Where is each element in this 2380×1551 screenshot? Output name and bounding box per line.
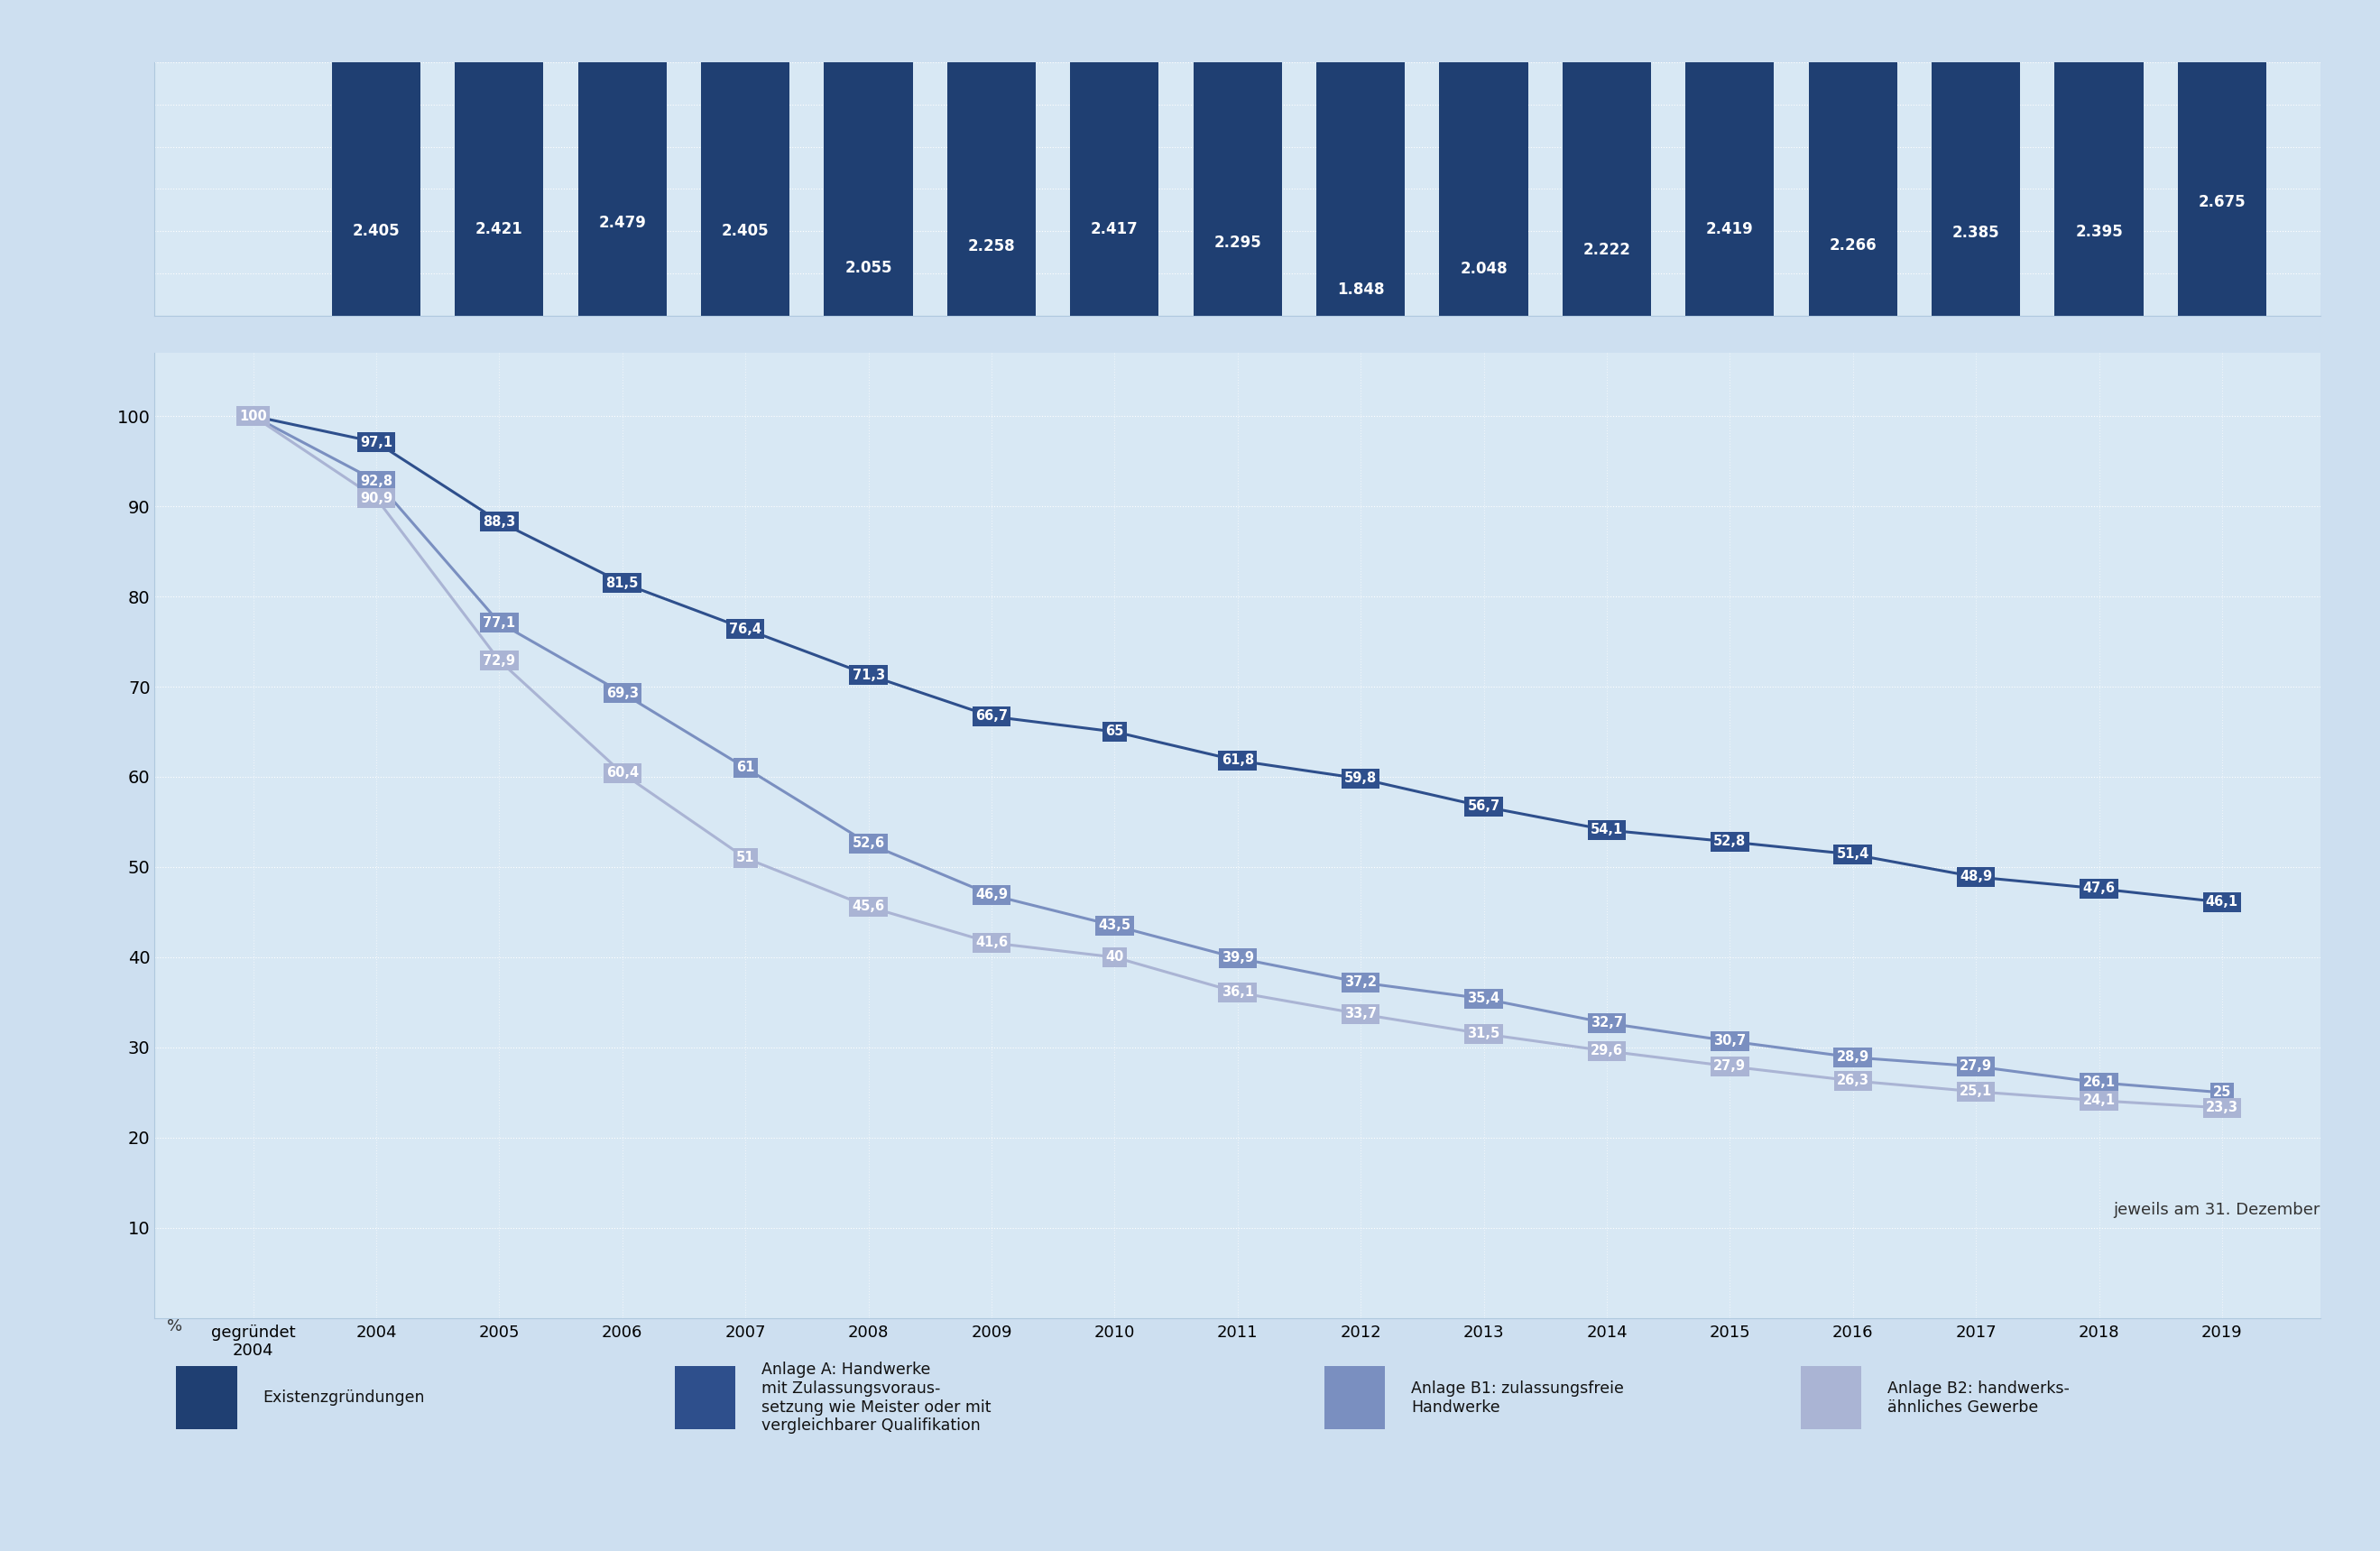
Text: 54,1: 54,1 [1590,824,1623,838]
Text: 2.258: 2.258 [969,239,1016,254]
Bar [2054,0,2144,316]
Text: 77,1: 77,1 [483,616,516,630]
Text: 90,9: 90,9 [359,492,393,506]
Text: 59,8: 59,8 [1345,772,1378,785]
Text: 52,8: 52,8 [1714,834,1747,848]
Text: 48,9: 48,9 [1959,870,1992,884]
Text: 25,1: 25,1 [1959,1084,1992,1098]
Text: 27,9: 27,9 [1714,1059,1747,1073]
FancyBboxPatch shape [176,1366,238,1428]
Bar [331,0,421,316]
Text: 36,1: 36,1 [1221,985,1254,999]
Text: 37,2: 37,2 [1345,976,1378,990]
Bar [1316,0,1404,316]
Bar [1809,0,1897,316]
Text: 46,1: 46,1 [2206,895,2237,909]
Text: 56,7: 56,7 [1468,800,1499,813]
Bar [2178,0,2266,316]
Text: 25: 25 [2213,1086,2230,1100]
Text: 31,5: 31,5 [1468,1027,1499,1041]
Text: 33,7: 33,7 [1345,1007,1378,1021]
Text: 100: 100 [240,409,267,423]
Text: 40: 40 [1104,951,1123,965]
Text: 46,9: 46,9 [976,889,1007,901]
Bar [578,0,666,316]
Text: 2.405: 2.405 [721,223,769,239]
Text: 2.675: 2.675 [2199,194,2247,211]
Text: 23,3: 23,3 [2206,1101,2237,1115]
Text: 88,3: 88,3 [483,515,516,529]
Bar [1192,0,1283,316]
Bar [455,0,543,316]
Text: 51: 51 [735,851,754,865]
Text: 92,8: 92,8 [359,475,393,487]
Text: 1.848: 1.848 [1338,282,1385,298]
Text: 2.479: 2.479 [597,216,645,231]
Text: 2.405: 2.405 [352,223,400,239]
Text: 26,1: 26,1 [2082,1076,2116,1089]
Text: 61: 61 [735,762,754,774]
Bar [1685,0,1773,316]
Text: 45,6: 45,6 [852,900,885,914]
Bar [947,0,1035,316]
Text: 28,9: 28,9 [1837,1050,1868,1064]
Text: Anlage B1: zulassungsfreie
Handwerke: Anlage B1: zulassungsfreie Handwerke [1411,1380,1623,1416]
Bar [1440,0,1528,316]
Text: 2.417: 2.417 [1090,222,1138,237]
Text: 39,9: 39,9 [1221,951,1254,965]
Text: 71,3: 71,3 [852,668,885,682]
Text: 65: 65 [1104,724,1123,738]
Text: 100: 100 [240,409,267,423]
Text: 2.222: 2.222 [1583,242,1630,259]
Text: 60,4: 60,4 [607,766,638,780]
Text: %: % [167,1318,183,1334]
FancyBboxPatch shape [1802,1366,1861,1428]
Text: 29,6: 29,6 [1590,1044,1623,1058]
Text: 24,1: 24,1 [2082,1093,2116,1107]
Text: 69,3: 69,3 [607,686,638,700]
Text: Existenzgründungen: Existenzgründungen [262,1390,426,1405]
Text: Anlage A: Handwerke
mit Zulassungsvoraus-
setzung wie Meister oder mit
vergleich: Anlage A: Handwerke mit Zulassungsvoraus… [762,1362,990,1435]
Text: 35,4: 35,4 [1468,993,1499,1005]
Text: 43,5: 43,5 [1097,918,1130,932]
Bar [702,0,790,316]
Text: 61,8: 61,8 [1221,754,1254,768]
Text: 2.055: 2.055 [845,259,892,276]
Bar [823,0,912,316]
Text: 47,6: 47,6 [2082,883,2116,895]
Text: 51,4: 51,4 [1837,848,1868,861]
Bar [1933,0,2021,316]
Text: 76,4: 76,4 [728,622,762,636]
Text: Anlage B2: handwerks-
ähnliches Gewerbe: Anlage B2: handwerks- ähnliches Gewerbe [1887,1380,2071,1416]
Text: 27,9: 27,9 [1959,1059,1992,1073]
Text: 30,7: 30,7 [1714,1035,1747,1048]
Text: 32,7: 32,7 [1590,1016,1623,1030]
Text: 66,7: 66,7 [976,710,1007,723]
Text: 2.395: 2.395 [2075,223,2123,240]
Text: 72,9: 72,9 [483,653,516,667]
Text: 2.419: 2.419 [1706,222,1754,237]
FancyBboxPatch shape [674,1366,735,1428]
Text: 2.295: 2.295 [1214,234,1261,251]
FancyBboxPatch shape [1323,1366,1385,1428]
Text: 2.048: 2.048 [1459,261,1507,276]
Text: 26,3: 26,3 [1837,1073,1868,1087]
Text: jeweils am 31. Dezember: jeweils am 31. Dezember [2113,1202,2320,1218]
Bar [1561,0,1652,316]
Text: 2.421: 2.421 [476,220,524,237]
Text: 100: 100 [240,409,267,423]
Text: 2.385: 2.385 [1952,225,1999,240]
Text: 97,1: 97,1 [359,436,393,448]
Text: 2.266: 2.266 [1830,237,1875,254]
Text: 81,5: 81,5 [607,575,638,589]
Bar [1071,0,1159,316]
Text: 41,6: 41,6 [976,935,1007,949]
Text: 52,6: 52,6 [852,838,885,850]
